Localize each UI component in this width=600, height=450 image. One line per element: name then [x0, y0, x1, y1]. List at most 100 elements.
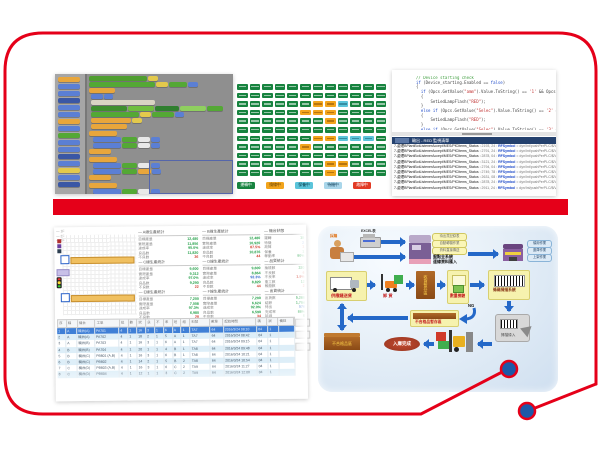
code-lines: // Device starting check if (Device_start… — [416, 76, 556, 130]
arrow-store-to-inspect — [437, 280, 446, 289]
machine-cell — [337, 152, 349, 159]
machine-cell — [300, 144, 311, 150]
machine-cell — [312, 170, 324, 176]
machine-cell — [325, 135, 336, 142]
machine-cell — [375, 144, 387, 150]
machine-cell — [249, 144, 261, 150]
block-editor-screenshot — [55, 74, 233, 194]
machine-cell — [350, 161, 361, 167]
machine-cell — [337, 109, 349, 116]
machine-cell — [237, 84, 248, 90]
stats-panel: — E線生產統計 目標產量 7,200 實際產量 7,008 達成率 97.3% 良品數 6,9… — [138, 289, 200, 320]
machine-cell — [363, 84, 374, 90]
scan-label: 掃描錄入 — [501, 333, 516, 337]
machine-cell — [300, 152, 311, 159]
status-icon — [57, 239, 62, 244]
machine-cell — [363, 152, 374, 159]
machine-cell — [325, 161, 336, 167]
machine-cell — [300, 118, 311, 124]
blue-tag: 上架作業 — [527, 254, 552, 262]
machine-cell — [274, 127, 286, 133]
machine-cell — [262, 109, 273, 116]
inspect-box: 數量檢驗 — [447, 270, 469, 304]
machine-cell — [287, 135, 298, 142]
right-fade — [292, 224, 308, 399]
buyer-person-figure — [330, 240, 354, 266]
block-canvas — [87, 74, 233, 194]
forklift-figure: 卸 貨 — [377, 272, 405, 299]
machine-cell — [300, 127, 311, 133]
machine-cell — [375, 92, 387, 99]
stats-panel: — D線生產統計 目標產量 9,600 實際產量 8,864 達成率 92.3% 良品數 8,8… — [202, 259, 261, 290]
unload-label: 卸 貨 — [383, 293, 393, 298]
machine-cell — [274, 161, 286, 167]
arrow-scan-to-forklift — [477, 339, 492, 348]
machine-cell — [325, 170, 336, 176]
machine-cell — [363, 161, 374, 167]
machine-cell — [249, 101, 261, 107]
arrow-truck-to-reject — [337, 303, 346, 331]
machine-cell — [312, 84, 324, 90]
machine-cell — [287, 127, 298, 133]
barcode-label: 條碼掃描系統 — [493, 288, 516, 292]
arrow-truck-to-unload — [367, 280, 376, 289]
arrow-excel-to-system — [381, 237, 406, 246]
machine-cell — [325, 92, 336, 99]
monitor-dashboard-screenshot: — 1F — 2F — 3F — A線生產統計目標產量12,480實際產量11,… — [54, 224, 311, 402]
conveyor-bar — [70, 256, 135, 265]
arrow-unload-to-store — [406, 280, 415, 289]
store-label: 收貨暫存區 — [423, 275, 429, 295]
machine-cell — [312, 161, 324, 167]
machine-cell — [262, 101, 273, 107]
stats-panel: — B線生產統計 目標產量 12,480 實際產量 10,920 達成率 87.5% 良品數 1… — [202, 229, 261, 260]
machine-cell — [363, 109, 374, 116]
machine-cell — [312, 127, 324, 133]
code-scrollbar — [392, 132, 556, 136]
machine-cell — [337, 84, 349, 90]
machine-cell — [300, 170, 311, 176]
station-node — [60, 293, 70, 303]
traffic-light-icon — [56, 277, 62, 289]
arrow-ngarea-to-truckline — [347, 313, 408, 322]
bottom-fade — [55, 364, 308, 402]
done-oval: 入庫完成 — [384, 337, 420, 351]
storage-machine-figure — [503, 244, 523, 264]
reject-label: 不合格品區 — [332, 340, 352, 346]
machine-cell — [237, 118, 248, 124]
barcode-image — [494, 275, 525, 287]
system-text-line2: 連線資料匯入 — [433, 259, 457, 264]
machine-cell — [350, 170, 361, 176]
legend-item: 待機中 — [324, 182, 342, 189]
stats-panel: — C線生產統計 目標產量 9,600 實際產量 9,312 達成率 97.0% 良品數 9,2… — [138, 259, 199, 290]
red-divider-bar — [53, 199, 568, 215]
person-label: 採購 — [330, 234, 338, 238]
machine-cell — [325, 118, 336, 124]
machine-cell — [287, 92, 298, 99]
machine-cell — [337, 170, 349, 176]
machine-cell — [363, 170, 374, 176]
machine-cell — [375, 118, 387, 124]
machine-cell — [237, 101, 248, 107]
machine-cell — [274, 101, 286, 107]
machine-cell — [274, 109, 286, 116]
selection-box — [149, 160, 233, 194]
connector-dot — [517, 401, 537, 421]
stats-panel: — F線生產統計 目標產量 7,200 實際產量 6,624 達成率 92.0% 良品數 6,5… — [202, 289, 262, 319]
machine-cell — [249, 170, 261, 176]
status-icon — [57, 249, 62, 254]
status-icon — [57, 244, 62, 249]
machine-cell — [325, 109, 336, 116]
machine-cell — [312, 101, 324, 107]
machine-cell — [274, 84, 286, 90]
machine-cell — [375, 161, 387, 167]
output-title: 輸出 - RED 監視清單 — [412, 138, 450, 143]
machine-cell — [287, 161, 298, 167]
machine-cell — [274, 92, 286, 99]
receive-storage-box: 收貨暫存區 — [416, 271, 435, 299]
machine-cell — [337, 135, 349, 142]
arrow-buyer-to-system — [354, 252, 406, 261]
machine-cell — [274, 170, 286, 176]
floor-label: — 1F — [56, 229, 65, 234]
machine-cell — [325, 101, 336, 107]
machine-cell — [237, 161, 248, 167]
